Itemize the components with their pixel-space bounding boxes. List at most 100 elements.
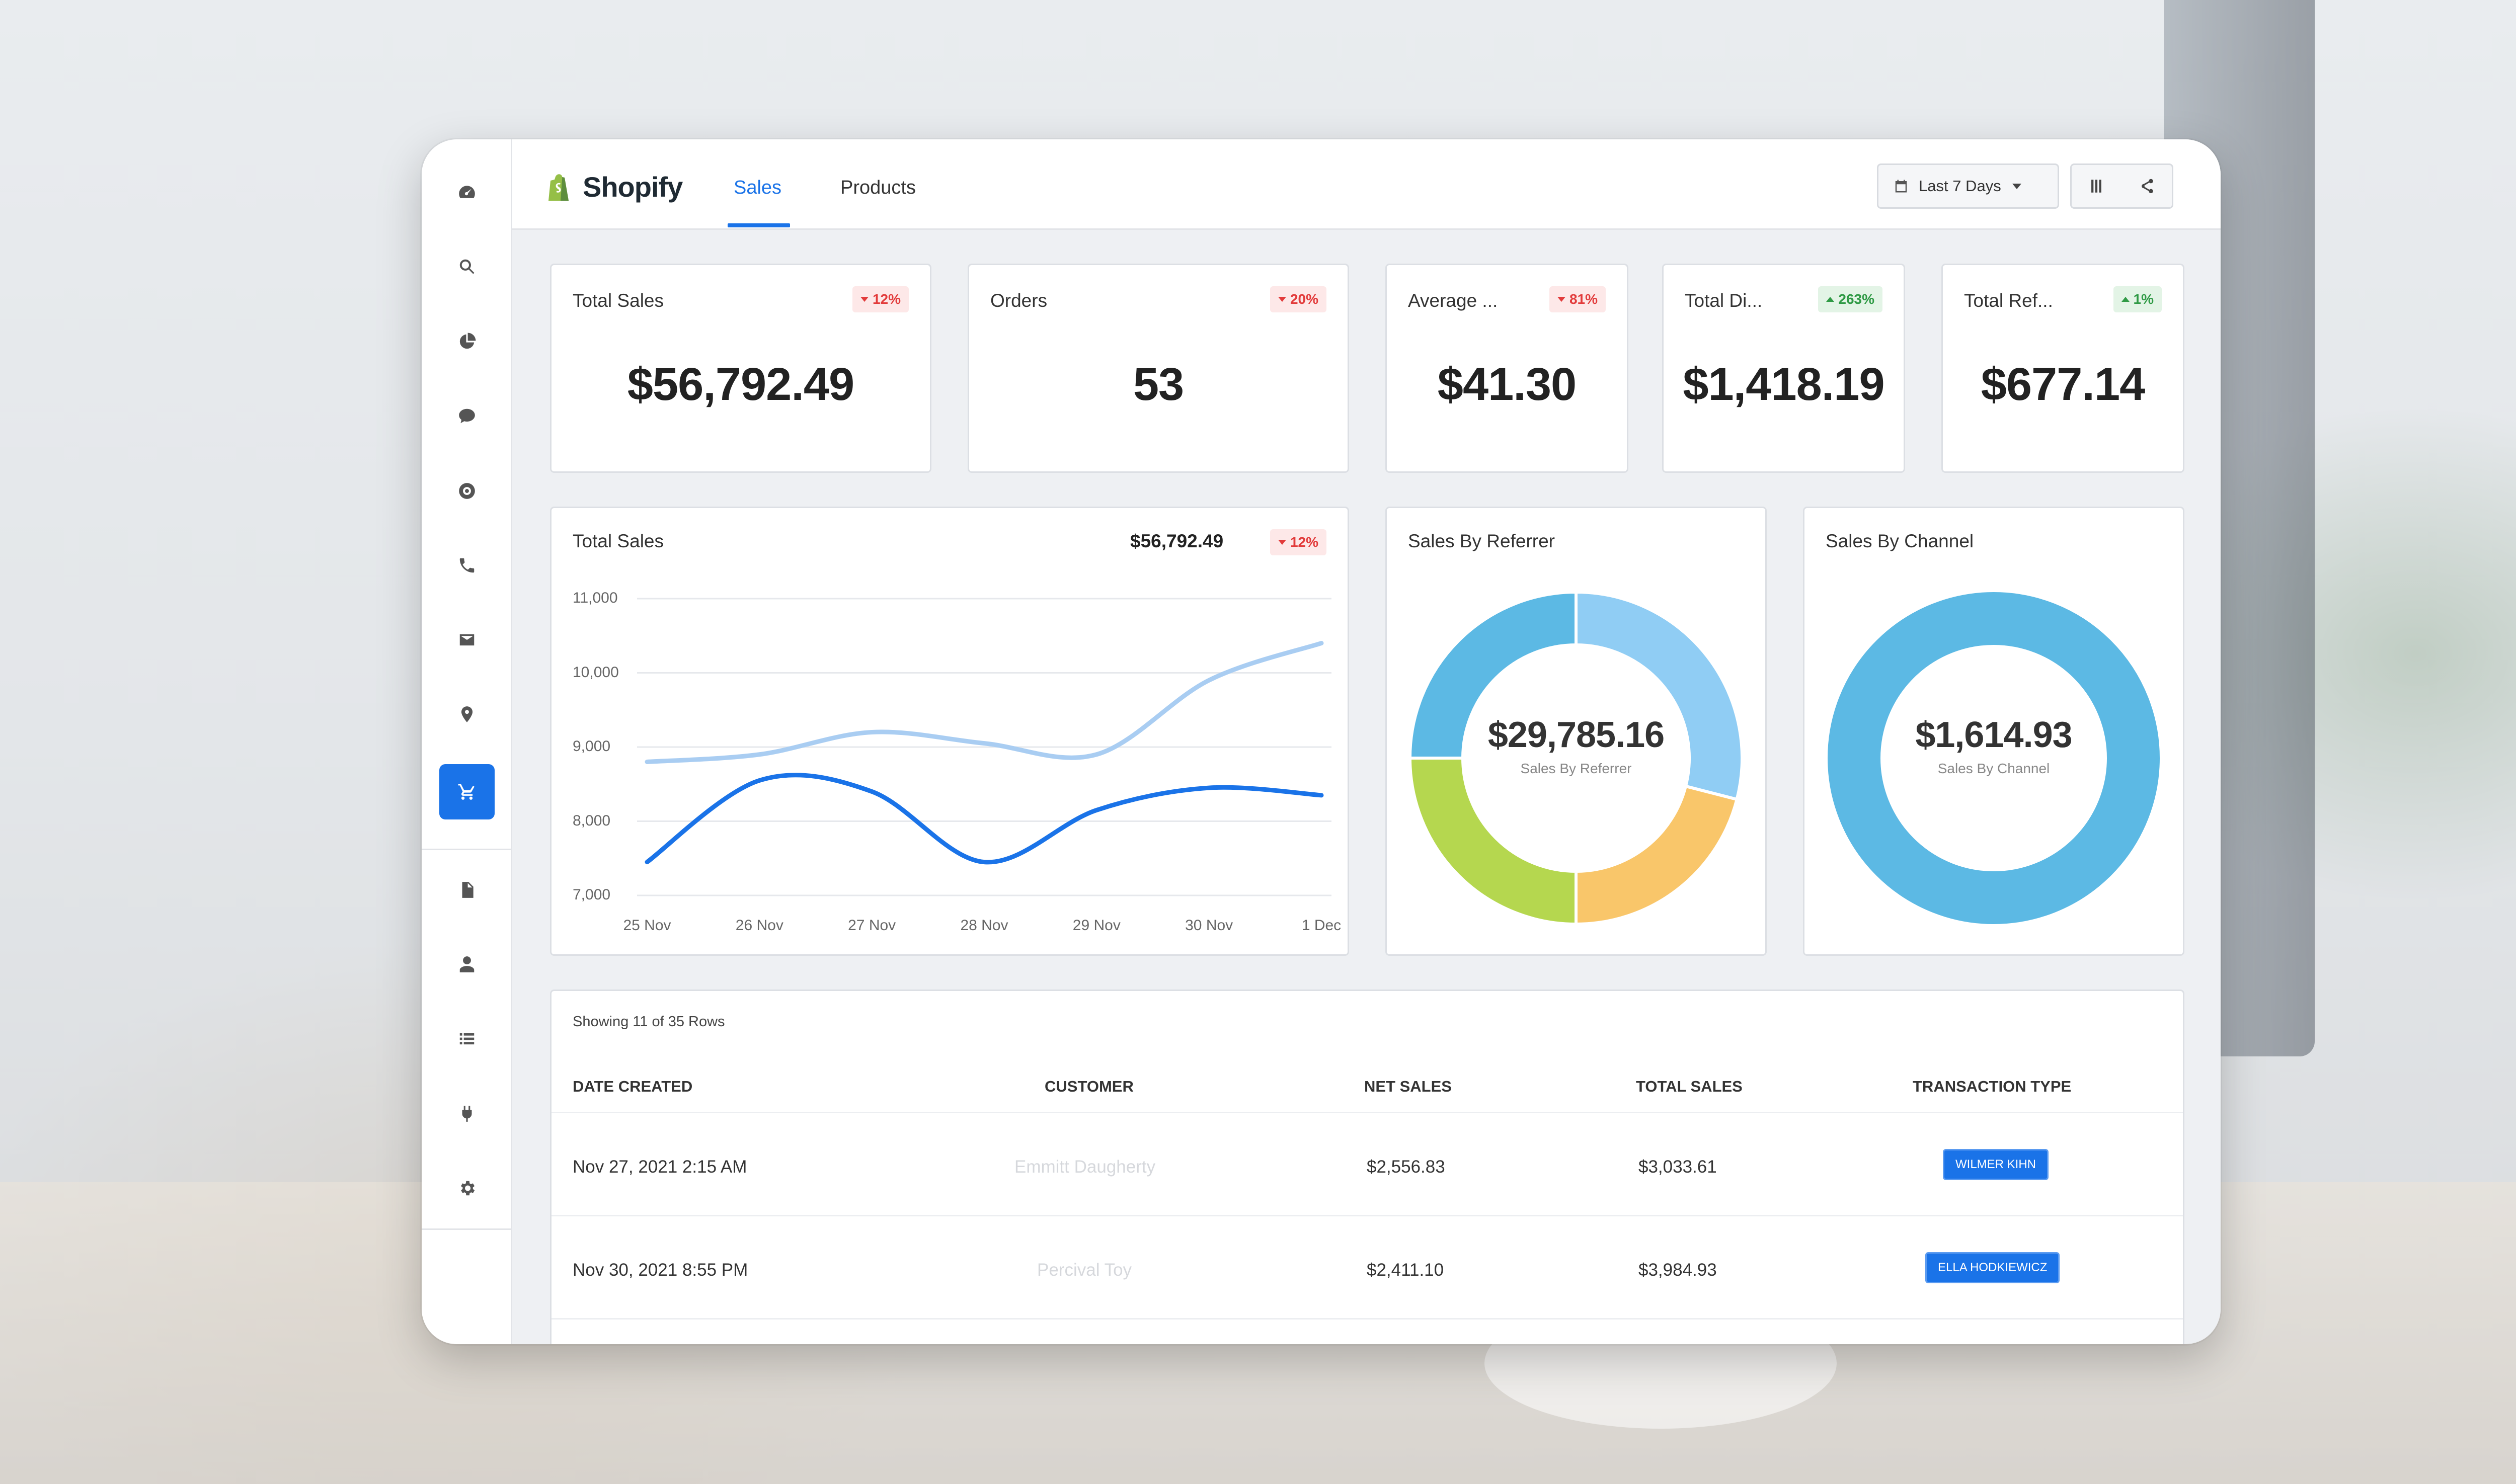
cell-date: Nov 30, 2021 8:55 PM <box>573 1260 748 1280</box>
kpi-label: Total Ref... <box>1964 290 2053 311</box>
location-icon[interactable] <box>444 692 490 737</box>
tab-active-indicator <box>728 223 790 227</box>
y-tick-label: 9,000 <box>573 738 611 755</box>
cell-net-sales: $2,556.83 <box>1367 1157 1445 1177</box>
share-button[interactable] <box>2121 163 2173 209</box>
gear-icon[interactable] <box>444 1166 490 1211</box>
arrow-down-icon <box>1278 540 1286 545</box>
kpi-label: Total Sales <box>573 290 664 311</box>
kpi-value: $677.14 <box>1981 359 2146 410</box>
kpi-value: $1,418.19 <box>1683 359 1884 410</box>
cell-customer: Percival Toy <box>1037 1260 1132 1280</box>
series-line-1[interactable] <box>645 641 1324 764</box>
sales-by-channel-card[interactable]: Sales By Channel $1,614.93 Sales By Chan… <box>1803 507 2184 956</box>
y-tick-label: 10,000 <box>573 664 619 681</box>
change-value: 1% <box>2133 291 2154 307</box>
pie-chart-icon[interactable] <box>444 319 490 364</box>
change-value: 263% <box>1838 291 1874 307</box>
kpi-card-average-order[interactable]: Average ... 81% $41.30 <box>1385 264 1628 473</box>
referrer-donut-chart <box>1408 590 1744 926</box>
x-tick-label: 27 Nov <box>848 917 896 934</box>
column-header-net-sales[interactable]: NET SALES <box>1364 1078 1452 1095</box>
kpi-value: 53 <box>1133 359 1184 410</box>
cart-icon[interactable] <box>439 764 495 819</box>
column-header-date[interactable]: DATE CREATED <box>573 1078 693 1095</box>
change-badge: 12% <box>1270 529 1326 555</box>
sales-by-referrer-card[interactable]: Sales By Referrer $29,785.16 Sales By Re… <box>1385 507 1767 956</box>
kpi-card-total-refunds[interactable]: Total Ref... 1% $677.14 <box>1941 264 2184 473</box>
list-icon[interactable] <box>444 1016 490 1061</box>
donut-center-caption: Sales By Channel <box>1937 761 2050 776</box>
transaction-type-tag[interactable]: ELLA HODKIEWICZ <box>1925 1252 2060 1283</box>
chart-title: Total Sales <box>573 531 664 551</box>
mail-icon[interactable] <box>444 617 490 663</box>
dashboard-icon[interactable] <box>444 170 490 215</box>
change-badge: 12% <box>852 286 909 312</box>
app-name: Shopify <box>583 171 683 203</box>
chat-icon[interactable] <box>444 393 490 439</box>
support-icon[interactable] <box>444 468 490 514</box>
chart-total-value: $56,792.49 <box>1130 531 1224 551</box>
share-icon <box>2141 179 2153 194</box>
donut-slice[interactable] <box>1828 592 2160 924</box>
total-sales-chart-card[interactable]: Total Sales $56,792.49 12% 11,000 10,000 9… <box>550 507 1349 956</box>
series-line-2[interactable] <box>645 773 1324 865</box>
donut-slice[interactable] <box>1408 757 1578 926</box>
line-chart-plot <box>637 598 1331 896</box>
x-tick-label: 25 Nov <box>623 917 671 934</box>
x-tick-label: 28 Nov <box>960 917 1008 934</box>
column-header-customer[interactable]: CUSTOMER <box>1045 1078 1134 1095</box>
arrow-down-icon <box>1557 297 1565 302</box>
y-tick-label: 8,000 <box>573 812 611 829</box>
calendar-icon <box>1895 180 1907 193</box>
phone-icon[interactable] <box>444 543 490 588</box>
chevron-down-icon <box>2012 183 2021 189</box>
app-logo[interactable]: Shopify <box>547 171 683 203</box>
donut-center-label: $1,614.93 Sales By Channel <box>1804 714 2183 777</box>
sidebar <box>422 139 512 1344</box>
donut-center-label: $29,785.16 Sales By Referrer <box>1387 714 1765 777</box>
arrow-down-icon <box>860 297 869 302</box>
cell-date: Nov 27, 2021 2:15 AM <box>573 1157 747 1177</box>
kpi-card-total-sales[interactable]: Total Sales 12% $56,792.49 <box>550 264 931 473</box>
kpi-card-orders[interactable]: Orders 20% 53 <box>968 264 1349 473</box>
change-badge: 263% <box>1818 286 1882 312</box>
table-divider <box>552 1215 2183 1216</box>
search-icon[interactable] <box>444 244 490 289</box>
cell-total-sales: $3,984.93 <box>1638 1260 1717 1280</box>
column-header-transaction-type[interactable]: TRANSACTION TYPE <box>1913 1078 2072 1095</box>
report-icon[interactable] <box>444 867 490 913</box>
cell-total-sales: $3,033.61 <box>1638 1157 1717 1177</box>
tab-products[interactable]: Products <box>840 177 916 198</box>
donut-center-value: $1,614.93 <box>1915 715 2072 755</box>
plug-icon[interactable] <box>444 1091 490 1136</box>
shopify-bag-icon <box>547 174 572 201</box>
top-bar: Shopify Sales Products Last 7 Days <box>512 139 2221 230</box>
donut-slice[interactable] <box>1408 590 1578 760</box>
kpi-label: Average ... <box>1408 290 1498 311</box>
main-area: Shopify Sales Products Last 7 Days Total… <box>512 139 2221 1344</box>
table-divider <box>552 1112 2183 1113</box>
transaction-type-tag[interactable]: WILMER KIHN <box>1943 1149 2049 1180</box>
columns-button[interactable] <box>2070 163 2122 209</box>
arrow-up-icon <box>2121 297 2130 302</box>
sidebar-divider <box>422 849 512 850</box>
kpi-card-total-discounts[interactable]: Total Di... 263% $1,418.19 <box>1662 264 1905 473</box>
y-tick-label: 11,000 <box>573 590 618 606</box>
sidebar-divider <box>422 1228 512 1230</box>
donut-slice[interactable] <box>1575 590 1744 801</box>
tab-sales[interactable]: Sales <box>734 177 782 198</box>
y-tick-label: 7,000 <box>573 886 611 903</box>
donut-slice[interactable] <box>1575 784 1739 926</box>
column-header-total-sales[interactable]: TOTAL SALES <box>1636 1078 1743 1095</box>
user-icon[interactable] <box>444 942 490 987</box>
kpi-value: $41.30 <box>1437 359 1577 410</box>
arrow-up-icon <box>1826 297 1835 302</box>
row-count-label: Showing 11 of 35 Rows <box>573 1014 725 1030</box>
channel-donut-chart <box>1828 592 2160 924</box>
x-tick-label: 29 Nov <box>1072 917 1121 934</box>
cell-net-sales: $2,411.10 <box>1367 1260 1444 1280</box>
x-tick-label: 30 Nov <box>1185 917 1233 934</box>
kpi-label: Total Di... <box>1685 290 1763 311</box>
date-range-dropdown[interactable]: Last 7 Days <box>1877 163 2059 209</box>
